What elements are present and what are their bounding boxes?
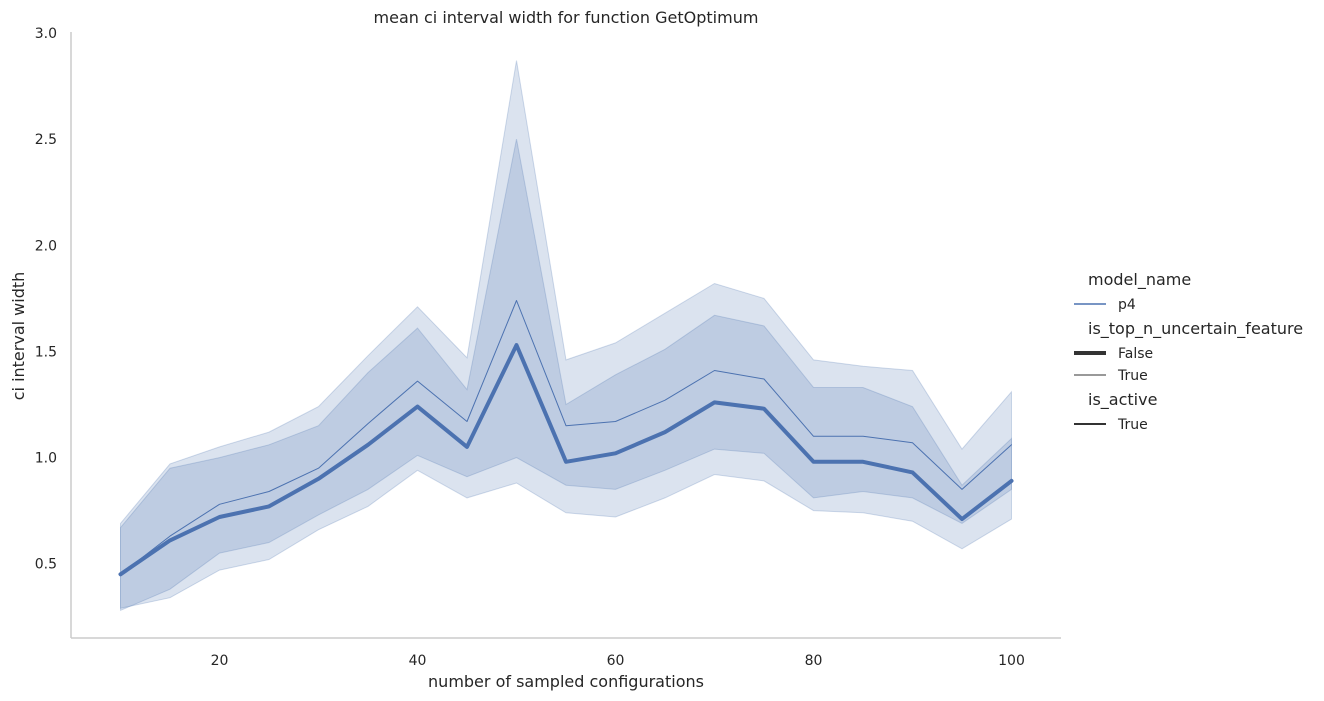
y-tick-label: 2.5 — [35, 132, 57, 148]
ci-band-true — [120, 139, 1012, 612]
x-tick-label: 100 — [998, 653, 1025, 669]
legend-label: p4 — [1118, 297, 1136, 313]
ci-bands — [120, 60, 1012, 612]
legend: model_name p4 is_top_n_uncertain_feature Fa… — [1074, 270, 1303, 433]
legend-label: True — [1117, 417, 1148, 433]
chart-title: mean ci interval width for function GetO… — [374, 8, 759, 27]
legend-label: True — [1117, 368, 1148, 384]
x-tick-label: 80 — [805, 653, 823, 669]
axes — [70, 32, 1061, 639]
series-lines — [118, 300, 1014, 577]
y-tick-label: 1.0 — [35, 451, 57, 467]
y-tick-labels: 0.5 1.0 1.5 2.0 2.5 3.0 — [35, 26, 57, 573]
x-axis-label: number of sampled configurations — [428, 672, 704, 691]
series-line-true — [120, 300, 1012, 575]
y-axis-label: ci interval width — [9, 272, 28, 401]
ci-band-false — [120, 60, 1012, 609]
legend-label: False — [1118, 346, 1153, 362]
x-tick-labels: 20 40 60 80 100 — [211, 653, 1025, 669]
x-tick-label: 20 — [211, 653, 229, 669]
y-tick-label: 0.5 — [35, 557, 57, 573]
y-tick-label: 1.5 — [35, 344, 57, 360]
x-tick-label: 40 — [409, 653, 427, 669]
x-tick-label: 60 — [607, 653, 625, 669]
series-line-false — [118, 343, 1014, 577]
legend-title: model_name — [1088, 270, 1191, 290]
y-tick-label: 3.0 — [35, 26, 57, 42]
legend-title: is_top_n_uncertain_feature — [1088, 319, 1303, 339]
y-tick-label: 2.0 — [35, 238, 57, 254]
legend-title: is_active — [1088, 390, 1157, 410]
